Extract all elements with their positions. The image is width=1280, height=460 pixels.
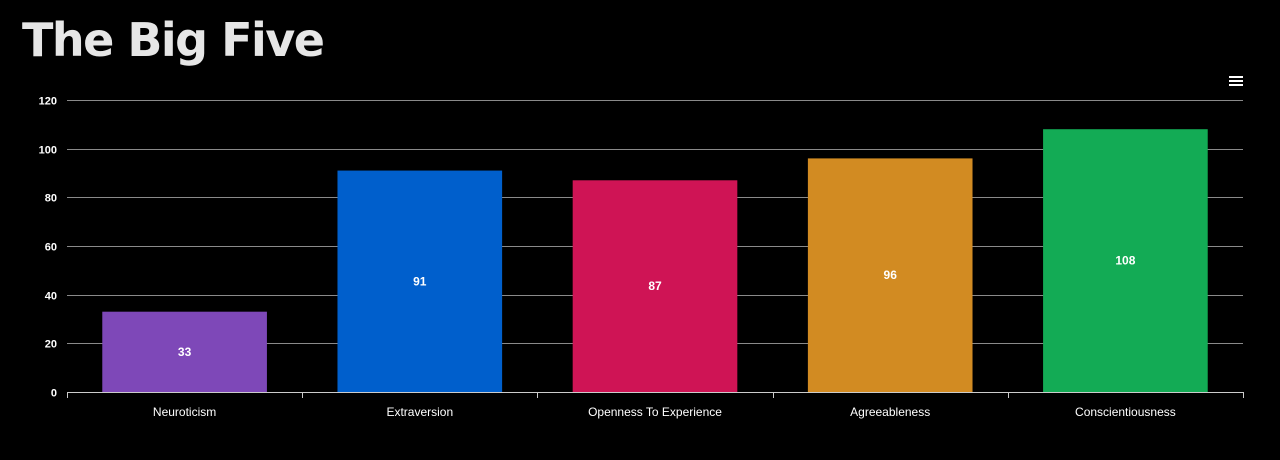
menu-bar-top: [1229, 76, 1243, 78]
data-label: 91: [413, 274, 427, 288]
x-category-label: Agreeableness: [850, 405, 930, 419]
data-label: 96: [884, 268, 898, 282]
y-tick-label: 120: [39, 96, 57, 108]
data-label: 33: [178, 345, 192, 359]
menu-bar-bottom: [1229, 84, 1243, 86]
y-tick-label: 0: [51, 388, 57, 400]
bar-openness-to-experience: [572, 180, 738, 392]
bar-agreeableness: [807, 158, 973, 392]
hamburger-menu-icon[interactable]: [1224, 70, 1248, 92]
x-category-label: Extraversion: [386, 405, 453, 419]
y-tick-label: 80: [45, 193, 57, 205]
menu-bar-middle: [1229, 80, 1243, 82]
bar-conscientiousness: [1043, 129, 1208, 392]
bar-extraversion: [337, 170, 503, 392]
x-category-label: Openness To Experience: [588, 405, 722, 419]
y-tick-label: 20: [45, 339, 57, 351]
x-category-label: Neuroticism: [153, 405, 216, 419]
data-label: 108: [1115, 254, 1135, 268]
y-tick-label: 40: [45, 291, 57, 303]
data-label: 87: [648, 279, 662, 293]
y-tick-label: 60: [45, 242, 57, 254]
chart-title: The Big Five: [22, 13, 325, 67]
y-tick-label: 100: [39, 145, 57, 157]
bar-neuroticism: [102, 311, 267, 392]
x-category-label: Conscientiousness: [1075, 405, 1176, 419]
